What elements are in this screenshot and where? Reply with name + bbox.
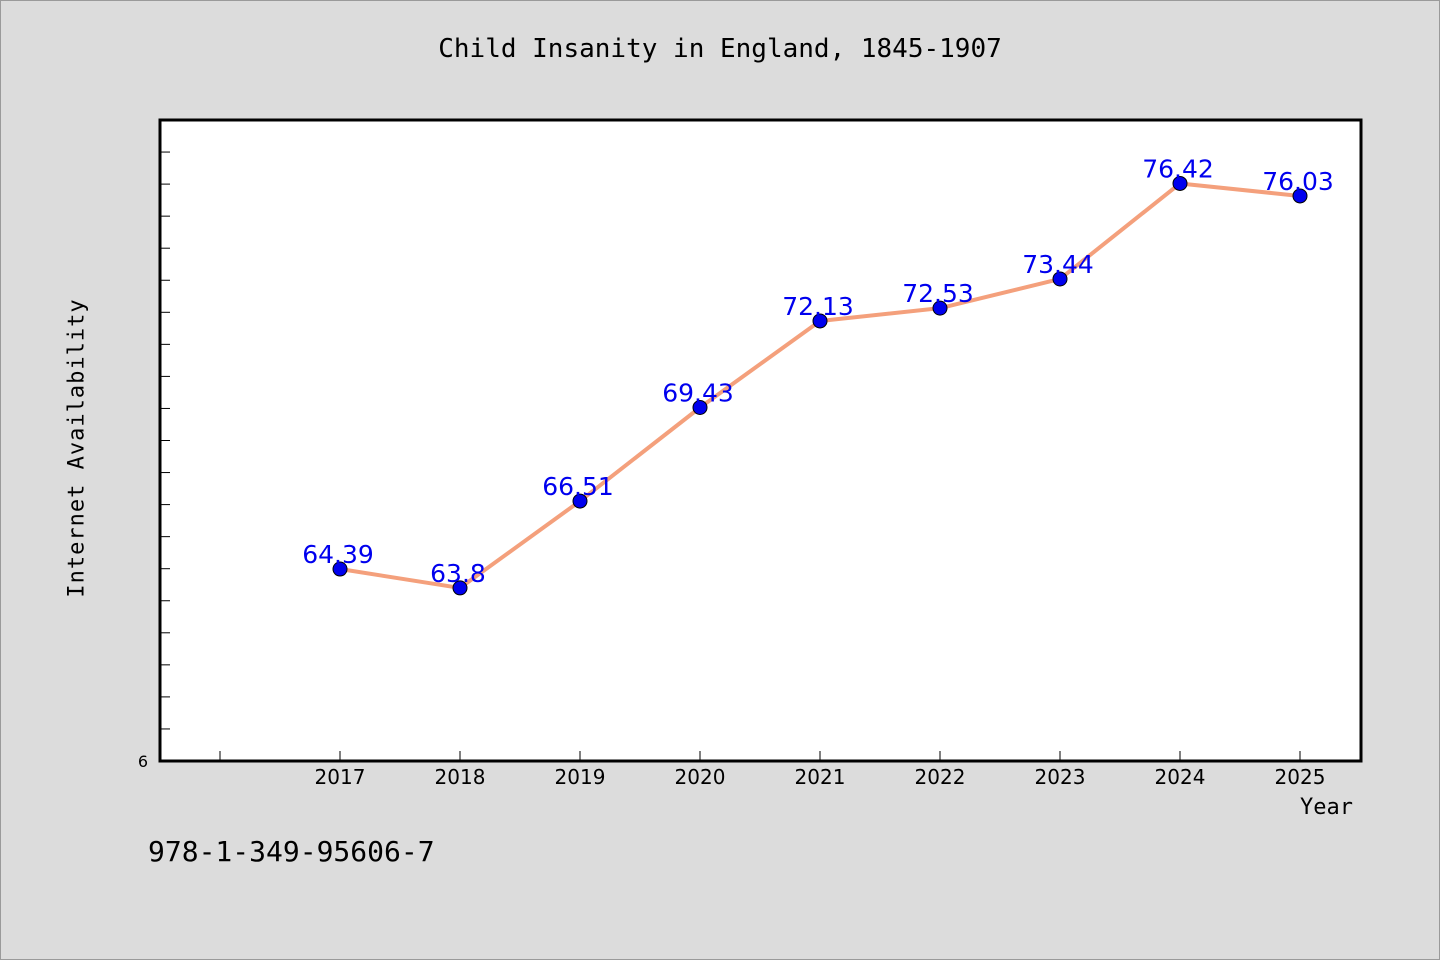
data-label: 63.8 [430, 559, 486, 588]
x-axis-label: Year [1300, 795, 1353, 820]
data-label: 69.43 [662, 378, 734, 407]
x-tick-label: 2018 [435, 765, 486, 789]
data-point [692, 399, 708, 415]
x-tick-label: 2019 [555, 765, 606, 789]
x-tick-label: 2024 [1155, 765, 1206, 789]
plot-area [158, 118, 1363, 763]
chart-title: Child Insanity in England, 1845-1907 [438, 34, 1002, 64]
y-axis-label: Internet Availability [64, 298, 90, 598]
data-label: 73.44 [1022, 250, 1094, 279]
data-point [1292, 188, 1308, 204]
data-label: 64.39 [302, 540, 374, 569]
x-tick-label: 2025 [1275, 765, 1326, 789]
data-label: 76.03 [1262, 167, 1334, 196]
data-label: 76.42 [1142, 154, 1214, 183]
data-point [452, 580, 468, 596]
data-label: 72.13 [782, 292, 854, 321]
x-tick-label: 2022 [915, 765, 966, 789]
x-tick-label: 2020 [675, 765, 726, 789]
data-point [1052, 271, 1068, 287]
data-point [572, 493, 588, 509]
data-point [332, 561, 348, 577]
data-point [1172, 175, 1188, 191]
data-point [812, 313, 828, 329]
data-label: 66.51 [542, 472, 614, 501]
x-tick-label: 2017 [315, 765, 366, 789]
x-tick-label: 2021 [795, 765, 846, 789]
x-tick-label: 2023 [1035, 765, 1086, 789]
y-tick-label: 6 [138, 752, 148, 771]
footer-code: 978-1-349-95606-7 [148, 835, 435, 868]
data-label: 72.53 [902, 279, 974, 308]
data-point [932, 300, 948, 316]
